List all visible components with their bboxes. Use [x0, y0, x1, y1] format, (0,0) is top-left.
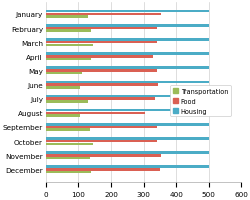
Bar [46, 30, 91, 33]
Bar [46, 123, 208, 126]
Bar [46, 39, 208, 42]
Bar [46, 84, 158, 86]
Bar [46, 25, 208, 27]
Bar [46, 98, 154, 100]
Bar [46, 42, 156, 44]
Bar [46, 70, 156, 72]
Bar [46, 157, 90, 159]
Bar [46, 72, 81, 75]
Bar [46, 140, 156, 143]
Bar [46, 11, 208, 13]
Bar [46, 171, 91, 173]
Bar [46, 115, 80, 117]
Bar [46, 14, 161, 16]
Bar [46, 154, 161, 157]
Legend: Transportation, Food, Housing: Transportation, Food, Housing [170, 86, 230, 117]
Bar [46, 95, 208, 98]
Bar [46, 168, 159, 171]
Bar [46, 143, 93, 145]
Bar [46, 152, 208, 154]
Bar [46, 166, 208, 168]
Bar [46, 44, 93, 47]
Bar [46, 126, 156, 129]
Bar [46, 101, 88, 103]
Bar [46, 58, 91, 61]
Bar [46, 56, 153, 58]
Bar [46, 28, 156, 30]
Bar [46, 112, 144, 115]
Bar [46, 129, 90, 131]
Bar [46, 137, 208, 140]
Bar [46, 67, 208, 70]
Bar [46, 81, 208, 84]
Bar [46, 16, 88, 19]
Bar [46, 87, 80, 89]
Bar [46, 53, 208, 56]
Bar [46, 109, 208, 112]
